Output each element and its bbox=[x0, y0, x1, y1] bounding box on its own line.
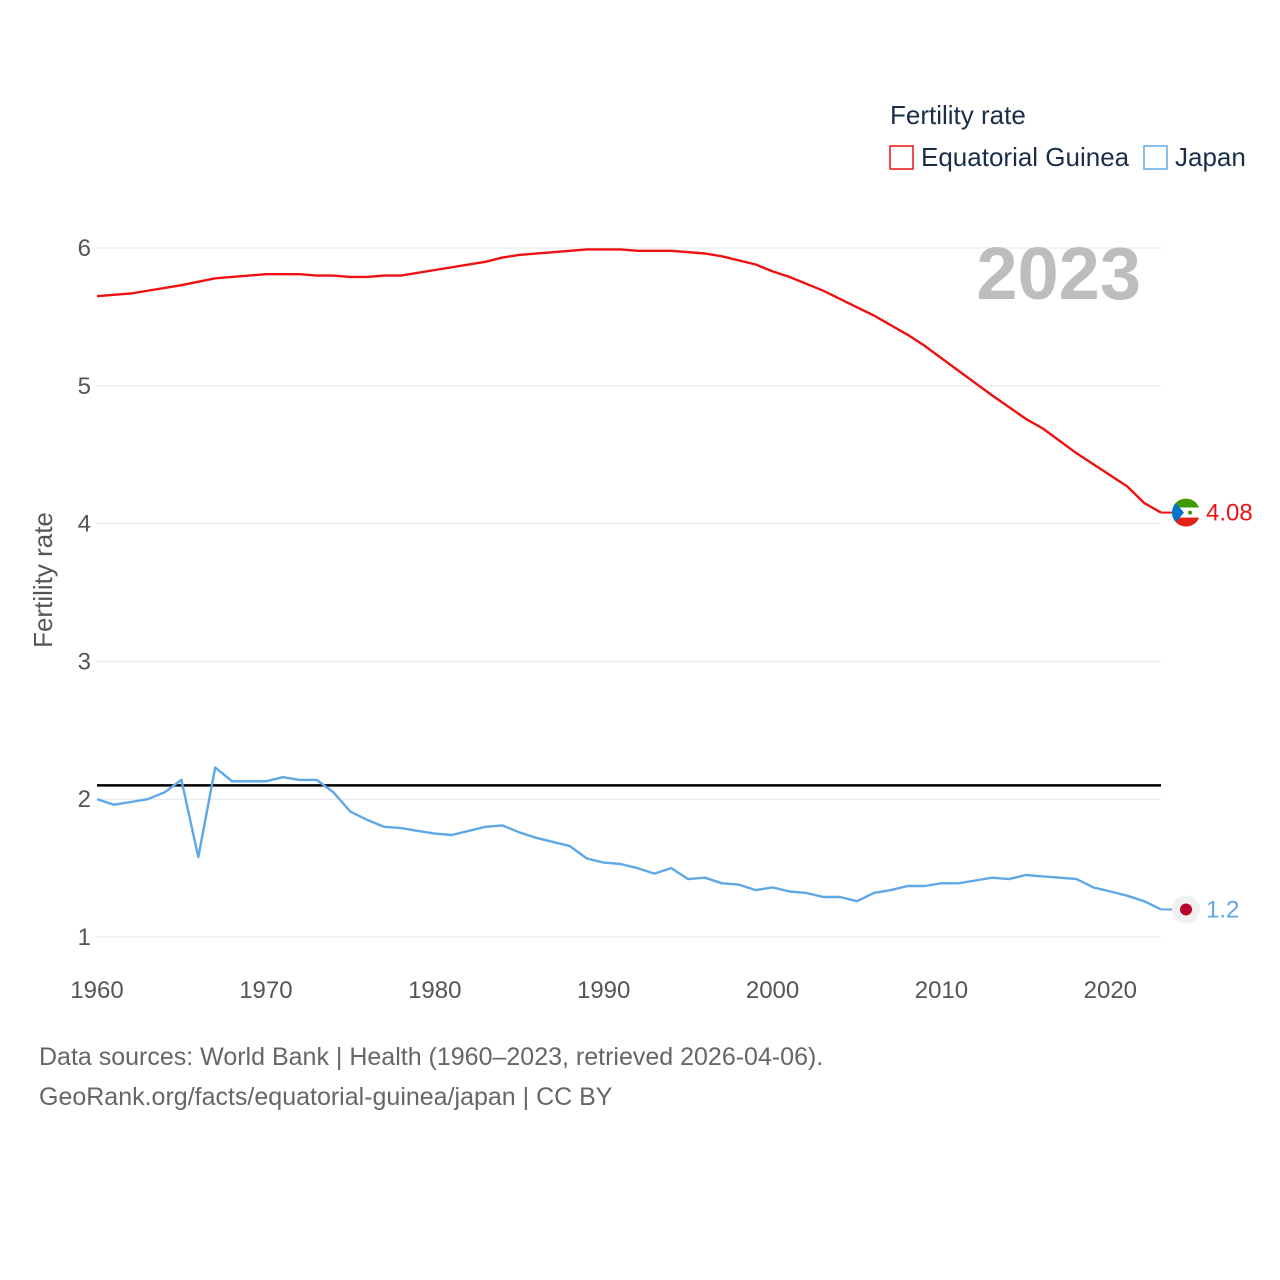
y-axis-ticks: 1 2 3 4 5 6 bbox=[78, 235, 91, 951]
y-tick-3: 3 bbox=[78, 648, 91, 675]
x-tick-1970: 1970 bbox=[239, 977, 292, 1004]
x-tick-2000: 2000 bbox=[746, 977, 799, 1004]
legend: Fertility rate Equatorial Guinea Japan bbox=[889, 100, 1246, 172]
end-label-japan: 1.2 bbox=[1206, 896, 1239, 923]
flag-stripe-green bbox=[1172, 498, 1200, 508]
series-line-japan bbox=[96, 766, 1162, 911]
y-tick-6: 6 bbox=[78, 235, 91, 262]
japan-flag-icon bbox=[1172, 895, 1200, 924]
flag-stripe-white bbox=[1172, 507, 1200, 518]
flag-stripe-red bbox=[1172, 517, 1200, 527]
legend-label-equatorial-guinea: Equatorial Guinea bbox=[921, 142, 1130, 172]
flag-sun bbox=[1180, 903, 1192, 916]
y-tick-1: 1 bbox=[78, 924, 91, 951]
legend-label-japan: Japan bbox=[1175, 142, 1246, 172]
x-axis-ticks: 1960 1970 1980 1990 2000 2010 2020 bbox=[70, 977, 1137, 1004]
x-tick-2010: 2010 bbox=[915, 977, 968, 1004]
flag-triangle-blue bbox=[1172, 498, 1184, 527]
equatorial-guinea-flag-icon bbox=[1172, 498, 1200, 527]
end-label-equatorial-guinea: 4.08 bbox=[1206, 500, 1253, 527]
flag-stripes bbox=[1172, 498, 1200, 527]
legend-swatch-japan bbox=[1143, 145, 1168, 170]
legend-item-equatorial-guinea[interactable]: Equatorial Guinea bbox=[889, 142, 1130, 172]
y-axis-label: Fertility rate bbox=[28, 512, 58, 648]
y-tick-2: 2 bbox=[78, 786, 91, 813]
series-lines bbox=[96, 248, 1162, 911]
legend-item-japan[interactable]: Japan bbox=[1143, 142, 1246, 172]
footer-attribution: GeoRank.org/facts/equatorial-guinea/japa… bbox=[39, 1083, 613, 1111]
y-tick-5: 5 bbox=[78, 373, 91, 400]
legend-swatch-equatorial-guinea bbox=[889, 145, 914, 170]
x-tick-1980: 1980 bbox=[408, 977, 461, 1004]
legend-title: Fertility rate bbox=[890, 100, 1026, 130]
x-tick-2020: 2020 bbox=[1084, 977, 1137, 1004]
x-tick-1960: 1960 bbox=[70, 977, 123, 1004]
footer-data-sources: Data sources: World Bank | Health (1960–… bbox=[39, 1043, 824, 1071]
x-tick-1990: 1990 bbox=[577, 977, 630, 1004]
series-end-markers: 4.08 1.2 bbox=[1161, 498, 1253, 924]
y-tick-4: 4 bbox=[78, 511, 91, 538]
gridlines bbox=[97, 247, 1161, 938]
year-stamp: 2023 bbox=[976, 232, 1141, 315]
flag-emblem bbox=[1188, 510, 1192, 515]
series-line-equatorial-guinea bbox=[96, 248, 1162, 514]
